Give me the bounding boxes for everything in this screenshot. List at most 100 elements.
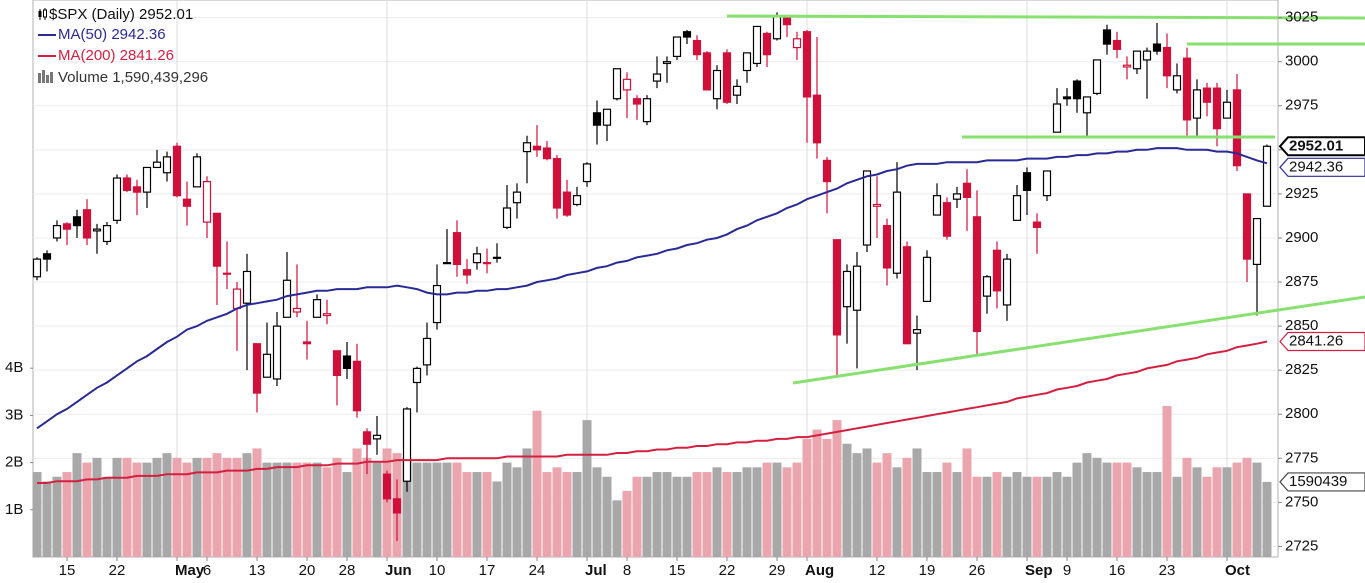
candle-body (1072, 80, 1082, 100)
candle-body (562, 191, 572, 216)
y-tick-label: 2900 (1285, 229, 1318, 246)
volume-bar (1122, 462, 1132, 557)
volume-bar (872, 462, 882, 557)
x-tick-label: 16 (1109, 562, 1126, 579)
candle-body (292, 307, 302, 313)
volume-bar (582, 420, 592, 557)
volume-bar (1212, 467, 1222, 557)
volume-bar (552, 467, 562, 557)
volume-bar (212, 453, 222, 557)
volume-bar (162, 453, 172, 557)
candle-body (692, 39, 702, 56)
x-tick-label: 22 (109, 562, 126, 579)
candle-body (1092, 59, 1102, 95)
candle-body (1162, 46, 1172, 77)
volume-bar (762, 462, 772, 557)
volume-bar (772, 462, 782, 557)
candle-body (842, 270, 852, 308)
candle-body (462, 269, 472, 276)
candle-body (52, 225, 62, 239)
candle-body (502, 207, 512, 228)
candle-body (642, 98, 652, 123)
volume-bar (1152, 472, 1162, 557)
candle-body (822, 159, 832, 183)
candle-body (272, 325, 282, 380)
price-tag-label: 2952.01 (1289, 137, 1343, 154)
volume-bar (602, 476, 612, 557)
volume-bar (1042, 476, 1052, 557)
candle-body (912, 329, 922, 334)
y-tick-label: 2825 (1285, 361, 1318, 378)
x-tick-label: 24 (529, 562, 546, 579)
candle-body (652, 73, 662, 82)
volume-bar (362, 457, 372, 557)
volume-bar (312, 462, 322, 557)
price-tag (1279, 331, 1365, 352)
candle-body (492, 256, 502, 259)
candle-body (892, 191, 902, 274)
price-tag-label: 2942.36 (1289, 158, 1343, 175)
x-tick-label: Sep (1025, 562, 1053, 579)
x-tick-label: 8 (623, 562, 631, 579)
volume-bar (1202, 476, 1212, 557)
candle-body (752, 25, 762, 65)
volume-bar (352, 448, 362, 557)
candle-body (532, 145, 542, 151)
volume-bar (132, 462, 142, 557)
volume-bar (182, 462, 192, 557)
volume-bar (832, 420, 842, 557)
volume-bar (1072, 462, 1082, 557)
candle-body (872, 203, 882, 207)
candle-body (1102, 29, 1112, 45)
candle-body (322, 313, 332, 317)
volume-bar (962, 448, 972, 557)
candle-body (1132, 50, 1142, 70)
volume-bar (1172, 476, 1182, 557)
volume-bar (692, 472, 702, 557)
volume-bar (222, 457, 232, 557)
candle-body (482, 262, 492, 265)
volume-bar (82, 462, 92, 557)
candle-body (712, 69, 722, 100)
candle-body (342, 355, 352, 369)
candle-body (312, 299, 322, 318)
y-tick-label: 3000 (1285, 53, 1318, 70)
volume-bar (732, 472, 742, 557)
volume-bar (852, 453, 862, 557)
volume-bar (72, 453, 82, 557)
volume-bar (662, 472, 672, 557)
x-tick-label: Aug (805, 562, 834, 579)
trend-line (726, 14, 1365, 20)
volume-tick-label: 3B (5, 406, 23, 423)
candle-body (172, 145, 182, 197)
volume-bar (322, 467, 332, 557)
candle-body (472, 253, 482, 264)
axes: 2725275027752800282528502875290029252950… (5, 9, 1365, 579)
volume-bar (382, 448, 392, 557)
volume-bar (612, 500, 622, 557)
candle-body (432, 284, 442, 324)
candle-body (1232, 89, 1242, 167)
x-tick-label: 22 (719, 562, 736, 579)
candle-body (282, 279, 292, 318)
volume-bar (722, 472, 732, 557)
candle-body (952, 193, 962, 200)
volume-tick-label: 1B (5, 501, 23, 518)
candle-body (942, 202, 952, 237)
price-tag-label: 1590439 (1289, 473, 1347, 490)
volume-bar (1082, 453, 1092, 557)
volume-bar (282, 462, 292, 557)
candle-body (252, 343, 262, 394)
volume-bar (292, 462, 302, 557)
legend-icon (50, 72, 53, 83)
candle-body (1152, 43, 1162, 52)
y-tick-label: 2850 (1285, 317, 1318, 334)
volume-bar (232, 457, 242, 557)
volume-bar (1062, 476, 1072, 557)
candle-body (362, 431, 372, 445)
volume-bar (32, 472, 42, 557)
volume-bar (932, 472, 942, 557)
legend-icon (46, 75, 49, 83)
candle-body (812, 94, 822, 144)
volume-bar (812, 429, 822, 557)
